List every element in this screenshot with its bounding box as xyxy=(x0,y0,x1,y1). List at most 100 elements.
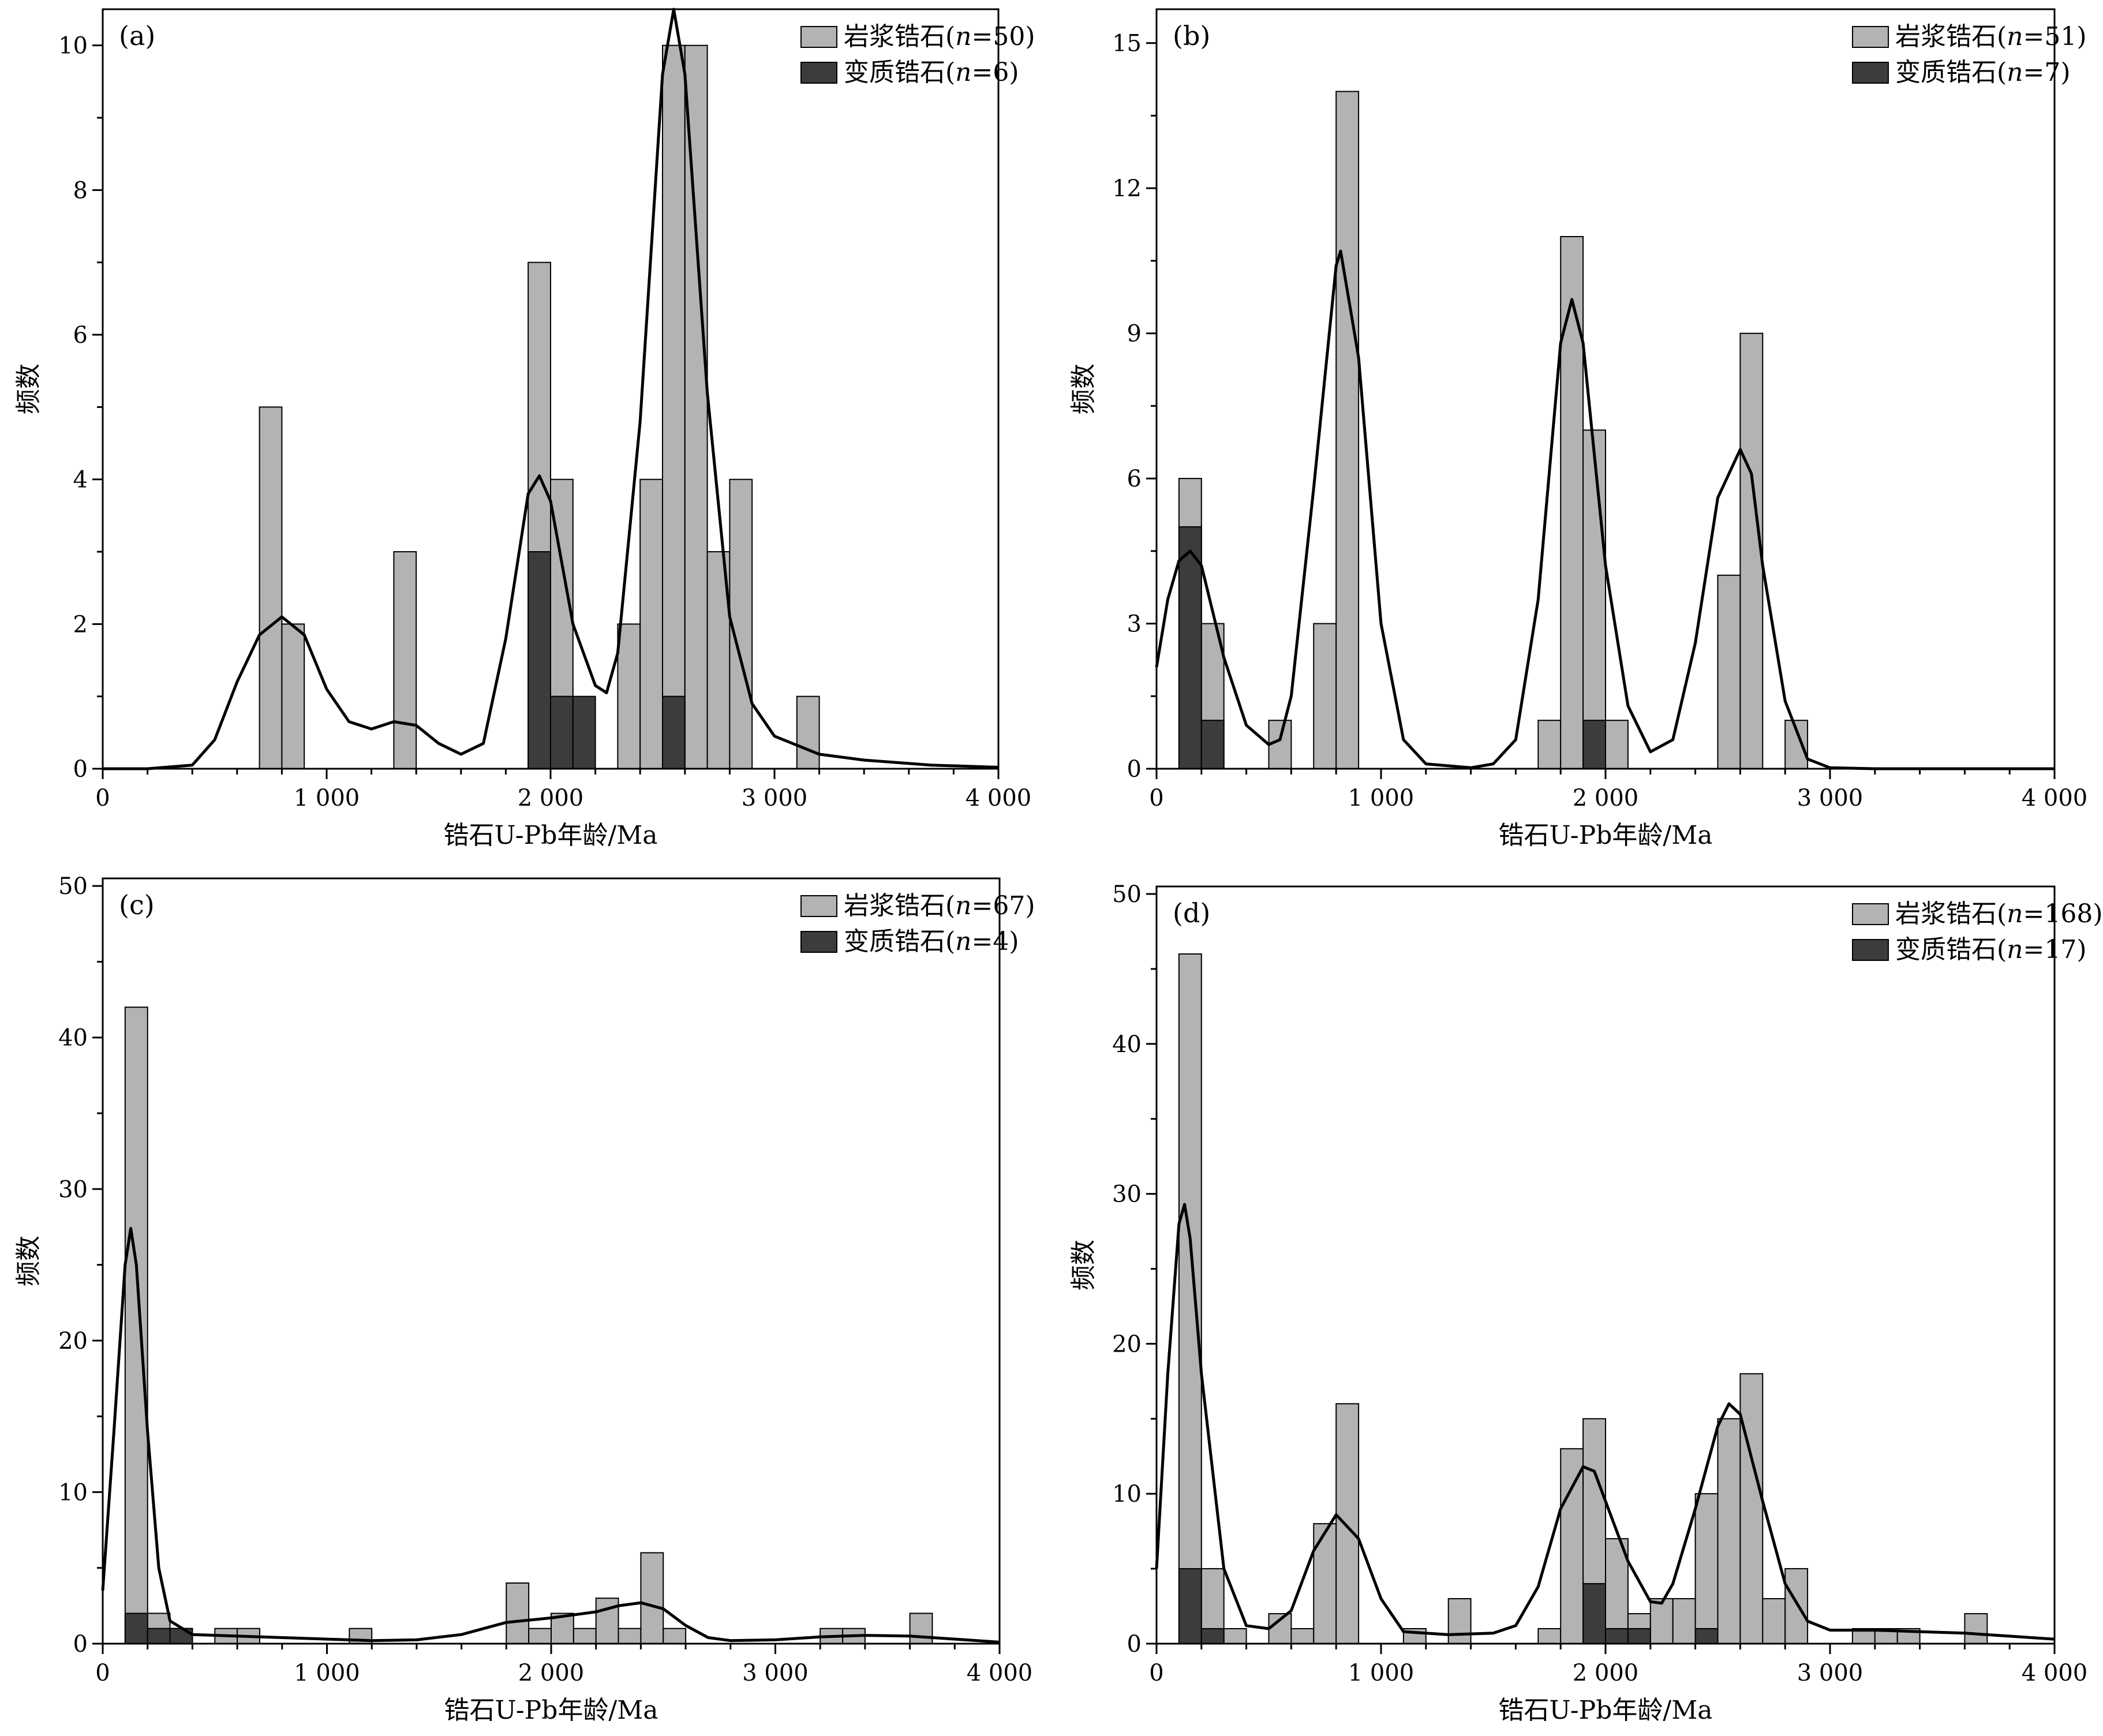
metamorphic-bar xyxy=(169,1628,193,1645)
legend-n: n xyxy=(2007,22,2023,51)
magmatic-bar xyxy=(729,478,753,770)
x-tick-label: 0 xyxy=(1149,1660,1163,1686)
metamorphic-legend-swatch xyxy=(800,931,837,953)
legend-n: n xyxy=(2007,935,2023,964)
magmatic-bar xyxy=(796,695,820,769)
metamorphic-bar xyxy=(527,551,552,769)
y-axis-title: 频数 xyxy=(1069,364,1098,414)
legend-text: 岩浆锆石( xyxy=(844,891,955,921)
magmatic-bar xyxy=(1560,1448,1584,1644)
legend-text: 变质锆石( xyxy=(1895,935,2007,964)
magmatic-legend-swatch xyxy=(800,26,837,48)
legend-text: 岩浆锆石( xyxy=(844,22,955,51)
x-tick-label: 1 000 xyxy=(1348,1660,1415,1686)
y-tick-label: 40 xyxy=(58,1025,88,1052)
magmatic-bar xyxy=(1605,1538,1629,1645)
magmatic-bar xyxy=(640,1552,664,1645)
magmatic-bar xyxy=(124,1007,148,1644)
magmatic-bar xyxy=(1313,623,1337,769)
y-tick-label: 0 xyxy=(73,756,88,783)
legend-count: =7) xyxy=(2023,58,2071,87)
x-tick-label: 3 000 xyxy=(742,1660,809,1686)
magmatic-bar xyxy=(572,1628,597,1645)
magmatic-bar xyxy=(1178,953,1202,1644)
magmatic-legend-swatch xyxy=(800,895,837,917)
x-axis-title: 锆石U-Pb年龄/Ma xyxy=(1498,1696,1712,1725)
magmatic-bar xyxy=(1964,1613,1988,1644)
metamorphic-legend-label: 变质锆石(n=17) xyxy=(1895,935,2087,964)
y-tick-label: 50 xyxy=(1112,881,1142,908)
x-tick-label: 0 xyxy=(1149,785,1163,811)
magmatic-bar xyxy=(393,551,417,769)
x-tick-label: 3 000 xyxy=(742,785,808,811)
magmatic-bar xyxy=(1762,1598,1786,1644)
magmatic-legend-swatch xyxy=(1852,26,1889,48)
magmatic-bar xyxy=(1582,429,1607,769)
magmatic-bar xyxy=(1560,235,1584,769)
metamorphic-bar xyxy=(1627,1628,1651,1644)
legend-count: =4) xyxy=(972,927,1019,956)
x-tick-label: 4 000 xyxy=(967,1660,1033,1686)
y-tick-label: 30 xyxy=(1112,1181,1142,1208)
y-tick-label: 9 xyxy=(1127,321,1142,347)
magmatic-bar xyxy=(1605,720,1629,769)
magmatic-bar xyxy=(1223,1628,1247,1644)
y-tick-label: 6 xyxy=(73,322,88,349)
x-axis-title: 锆石U-Pb年龄/Ma xyxy=(443,821,657,850)
chart-panel-b: 0 1 000 2 000 3 000 4 000 0 3 6 9 12 15 锆石U-Pb年龄/Ma… xyxy=(1069,8,2087,850)
magmatic-bar xyxy=(1537,720,1562,769)
chart-panel-a: 0 1 000 2 000 3 000 4 000 0 2 4 6 8 10 锆石U-Pb年龄/Ma 频… xyxy=(14,8,1035,850)
x-tick-label: 2 000 xyxy=(1573,785,1639,811)
legend-text: 变质锆石( xyxy=(1895,58,2007,87)
magmatic-bar xyxy=(595,1597,619,1645)
panel-label: (d) xyxy=(1173,897,1210,929)
y-tick-label: 10 xyxy=(1112,1481,1142,1507)
magmatic-bar xyxy=(1717,1418,1741,1645)
y-tick-label: 20 xyxy=(1112,1331,1142,1357)
chart-panel-d: 0 1 000 2 000 3 000 4 000 0 10 20 30 40 50 锆石U-Pb年龄… xyxy=(1069,881,2103,1725)
legend-count: =67) xyxy=(972,891,1035,921)
plot-frame xyxy=(102,877,1001,1645)
magmatic-bar xyxy=(528,1628,552,1645)
magmatic-bar xyxy=(506,1582,530,1644)
metamorphic-bar xyxy=(1200,1628,1225,1644)
legend-count: =17) xyxy=(2023,935,2087,964)
legend-text: 变质锆石( xyxy=(844,58,955,87)
density-curve xyxy=(101,1227,1000,1644)
magmatic-bar xyxy=(281,623,305,770)
legend-count: =51) xyxy=(2023,22,2087,51)
y-axis-title: 频数 xyxy=(14,364,43,414)
magmatic-bar xyxy=(618,1628,642,1645)
panel-label: (b) xyxy=(1173,20,1210,51)
metamorphic-legend-label: 变质锆石(n=4) xyxy=(844,927,1019,956)
magmatic-bar xyxy=(1694,1493,1719,1644)
legend-n: n xyxy=(2007,899,2023,929)
magmatic-bar xyxy=(617,623,641,770)
magmatic-legend-label: 岩浆锆石(n=168) xyxy=(1895,899,2103,929)
y-tick-label: 0 xyxy=(1127,1631,1142,1658)
x-axis-title: 锆石U-Pb年龄/Ma xyxy=(1498,821,1712,850)
metamorphic-bar xyxy=(124,1612,148,1644)
metamorphic-legend-label: 变质锆石(n=6) xyxy=(844,58,1019,87)
y-tick-label: 50 xyxy=(58,873,88,900)
metamorphic-legend-swatch xyxy=(800,62,837,84)
chart-panel-c: 0 1 000 2 000 3 000 4 000 0 10 20 30 40 50 锆石U-Pb年龄… xyxy=(14,873,1035,1725)
metamorphic-bar xyxy=(1200,720,1225,769)
magmatic-legend-swatch xyxy=(1852,903,1889,925)
y-tick-label: 8 xyxy=(73,177,88,204)
x-axis-title: 锆石U-Pb年龄/Ma xyxy=(444,1696,658,1725)
y-tick-label: 0 xyxy=(1127,756,1142,783)
x-tick-label: 2 000 xyxy=(518,1660,585,1686)
y-tick-label: 6 xyxy=(1127,466,1142,492)
x-tick-label: 0 xyxy=(95,1660,110,1686)
x-tick-label: 2 000 xyxy=(518,785,584,811)
legend-text: 岩浆锆石( xyxy=(1895,22,2007,51)
magmatic-legend-label: 岩浆锆石(n=51) xyxy=(1895,22,2087,51)
magmatic-bar xyxy=(1672,1598,1696,1644)
legend-n: n xyxy=(955,891,971,921)
metamorphic-bar xyxy=(147,1628,171,1645)
x-tick-label: 4 000 xyxy=(966,785,1032,811)
x-tick-label: 1 000 xyxy=(1348,785,1415,811)
magmatic-bar xyxy=(663,1628,687,1645)
metamorphic-bar xyxy=(1605,1628,1629,1644)
